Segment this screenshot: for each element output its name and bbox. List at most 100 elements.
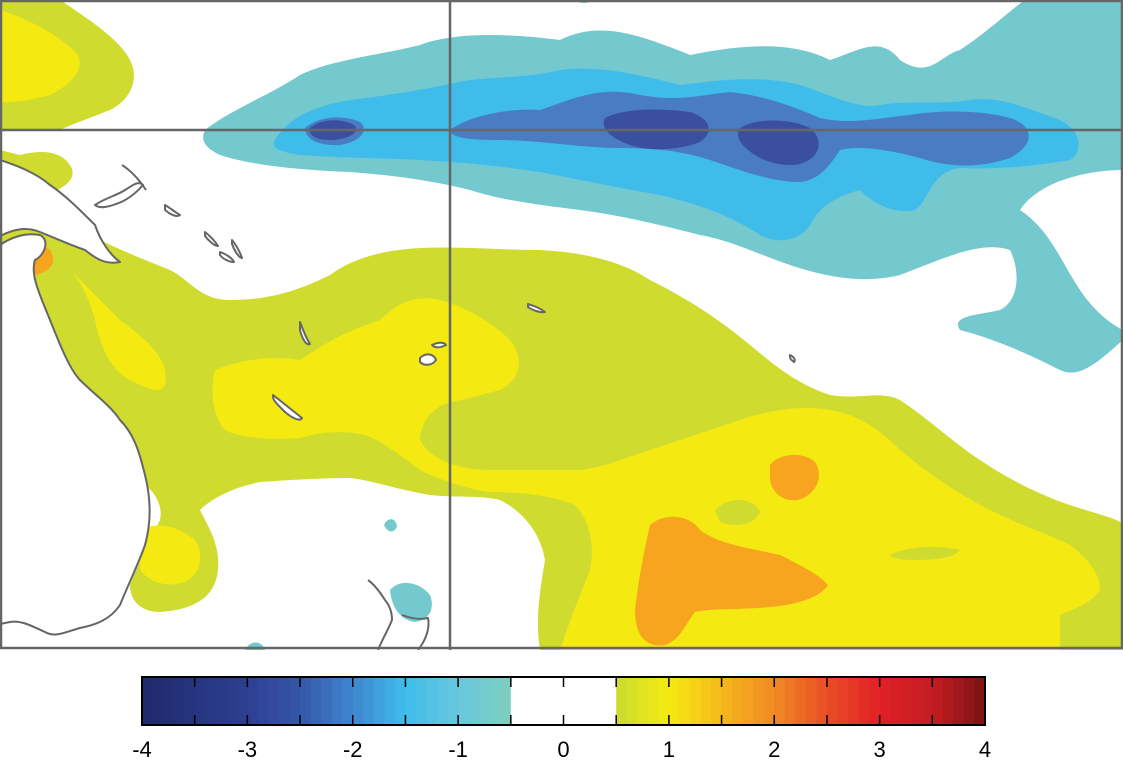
colorbar-tick-label: 3: [874, 737, 886, 762]
colorbar-segment: [394, 677, 407, 725]
colorbar-tick-label: 0: [557, 737, 569, 762]
colorbar-segment: [963, 677, 976, 725]
colorbar-segment: [911, 677, 923, 725]
colorbar-segment: [331, 677, 343, 725]
colorbar-segment: [616, 677, 628, 725]
colorbar-segment: [552, 677, 565, 725]
colorbar-segment: [542, 677, 554, 725]
small-negative-patches: [245, 0, 592, 650]
anomaly-map: [0, 0, 1123, 650]
colorbar-segment: [384, 677, 396, 725]
colorbar-segment: [278, 677, 291, 725]
colorbar-segment: [584, 677, 596, 725]
colorbar-tick-label: -2: [343, 737, 363, 762]
colorbar-segment: [415, 677, 428, 725]
colorbar-segment: [447, 677, 459, 725]
colorbar-segment: [373, 677, 385, 725]
colorbar-segment: [194, 677, 206, 725]
colorbar-segment: [236, 677, 248, 725]
colorbar-segment: [900, 677, 912, 725]
colorbar-segment: [689, 677, 702, 725]
colorbar-segment: [795, 677, 807, 725]
colorbar-segment: [763, 677, 775, 725]
graticule: [0, 0, 1123, 650]
contour-light-blue: [273, 68, 1079, 241]
colorbar-segment: [363, 677, 375, 725]
vanuatu-coast: [299, 321, 311, 346]
colorbar-segment: [142, 677, 154, 725]
colorbar-gradient: [142, 677, 986, 725]
contour-yellow-green-inset: [715, 500, 960, 560]
colorbar-segment: [437, 677, 449, 725]
colorbar-segment: [173, 677, 185, 725]
colorbar-segment: [500, 677, 512, 725]
colorbar-tick-label: 4: [979, 737, 991, 762]
colorbar-segment: [205, 677, 217, 725]
new-caledonia-coast: [271, 394, 303, 421]
colorbar-tick-label: -4: [132, 737, 152, 762]
colorbar-segment: [342, 677, 354, 725]
colorbar-tick-label: -3: [238, 737, 258, 762]
colorbar-tick-label: -1: [448, 737, 468, 762]
colorbar-segment: [921, 677, 933, 725]
colorbar-segment: [458, 677, 470, 725]
colorbar-segment: [668, 677, 681, 725]
colorbar-segment: [595, 677, 607, 725]
northwest-positive-region: [0, 0, 134, 130]
colorbar-tick-label: 2: [768, 737, 780, 762]
colorbar-segment: [531, 677, 544, 725]
colorbar-segment: [848, 677, 860, 725]
colorbar-segment: [890, 677, 902, 725]
colorbar-segment: [626, 677, 638, 725]
colorbar-segment: [489, 677, 501, 725]
colorbar-segment: [510, 677, 522, 725]
colorbar-segment: [479, 677, 491, 725]
colorbar-segment: [869, 677, 881, 725]
colorbar-segment: [257, 677, 270, 725]
new-guinea-coast: [0, 159, 121, 264]
colorbar-segment: [732, 677, 744, 725]
colorbar-segment: [184, 677, 196, 725]
colorbar-segment: [289, 677, 301, 725]
colorbar-segment: [837, 677, 849, 725]
colorbar-segment: [563, 677, 575, 725]
map-frame: [0, 0, 1123, 650]
colorbar-segment: [647, 677, 659, 725]
solomon-islands-coast: [164, 204, 243, 263]
contour-teal-nz: [390, 582, 432, 622]
colorbar-segment: [784, 677, 796, 725]
colorbar-segment: [247, 677, 259, 725]
colorbar-segment: [879, 677, 891, 725]
colorbar-segment: [700, 677, 712, 725]
colorbar-segment: [163, 677, 175, 725]
colorbar-segment: [953, 677, 965, 725]
contour-deep-blue: [309, 109, 819, 166]
colorbar-segment: [226, 677, 238, 725]
colorbar-segment: [974, 677, 986, 725]
samoa-coast: [527, 303, 546, 314]
new-zealand-coast: [367, 579, 430, 650]
colorbar-segment: [468, 677, 480, 725]
colorbar-segment: [574, 677, 586, 725]
colorbar-segment: [637, 677, 649, 725]
colorbar-tick-label: 1: [663, 737, 675, 762]
colorbar-segment: [816, 677, 828, 725]
contour-yellow-nw: [0, 10, 80, 103]
colorbar-segment: [268, 677, 280, 725]
colorbar-segment: [426, 677, 438, 725]
colorbar-segment: [721, 677, 733, 725]
colorbar-segment: [605, 677, 617, 725]
colorbar-segment: [300, 677, 312, 725]
colorbar-segment: [215, 677, 227, 725]
colorbar-segment: [521, 677, 533, 725]
colorbar-segment: [742, 677, 754, 725]
colorbar-segment: [152, 677, 164, 725]
colorbar-ticks: [141, 677, 986, 725]
colorbar-tick-labels: -4 -3 -2 -1 0 1 2 3 4: [132, 737, 991, 762]
coastlines: [0, 159, 796, 650]
fiji-coast: [419, 341, 447, 366]
colorbar-segment: [711, 677, 723, 725]
colorbar-segment: [774, 677, 786, 725]
contour-orange: [0, 240, 828, 646]
colorbar-segment: [658, 677, 670, 725]
